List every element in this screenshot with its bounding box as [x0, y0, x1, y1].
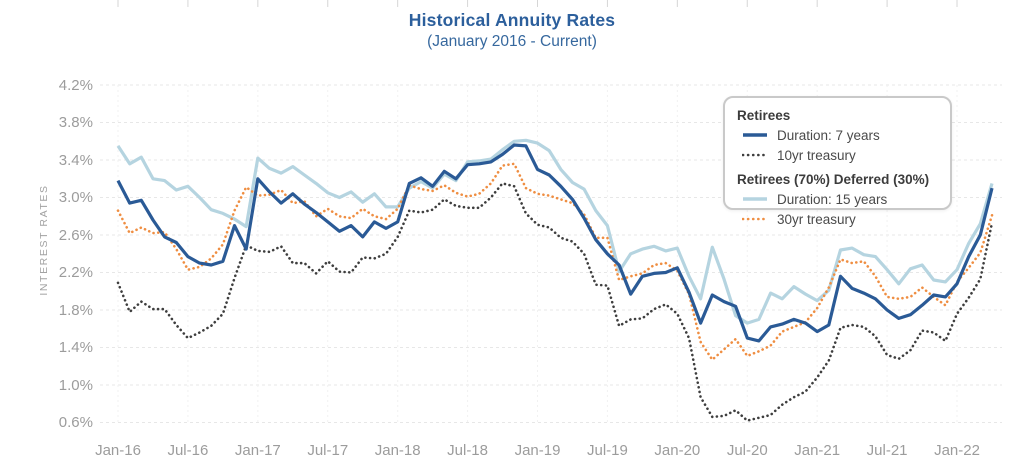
x-tick-label: Jan-18 [374, 442, 421, 459]
x-tick-label: Jul-19 [586, 442, 628, 459]
series-line-10yr-treasury [116, 182, 994, 422]
legend-item-label: 30yr treasury [777, 211, 856, 227]
x-tick-label: Jan-20 [654, 442, 701, 459]
legend-group-heading: Retirees [737, 108, 791, 123]
x-tick-label: Jul-18 [447, 442, 488, 459]
x-tick-label: Jan-22 [934, 442, 980, 459]
legend-item: Duration: 15 years [737, 189, 938, 209]
x-tick-label: Jul-16 [167, 442, 209, 459]
legend-swatch-dotted-line [742, 217, 768, 221]
y-tick-label: 2.2% [58, 264, 93, 281]
page-title: Historical Annuity Rates [408, 10, 616, 30]
y-tick-label: 2.6% [58, 226, 93, 244]
y-tick-label: 1.8% [58, 301, 93, 319]
x-tick-label: Jan-21 [794, 442, 841, 459]
legend-item: Duration: 7 years [737, 125, 938, 145]
legend-swatch-solid-line [743, 197, 767, 201]
y-tick-label: 1.0% [58, 376, 93, 394]
legend-item-label: 10yr treasury [777, 147, 856, 163]
page-subtitle: (January 2016 - Current) [427, 33, 597, 50]
series-line-duration-7-years [116, 143, 994, 343]
series-line-30yr-treasury [116, 162, 994, 362]
y-tick-label: 1.4% [58, 339, 93, 356]
x-tick-label: Jan-16 [95, 442, 141, 459]
legend-item-label: Duration: 15 years [777, 191, 888, 207]
x-tick-label: Jan-17 [234, 442, 281, 459]
y-tick-label: 0.6% [58, 414, 93, 431]
x-tick-label: Jul-20 [726, 442, 768, 459]
x-tick-label: Jul-17 [307, 442, 349, 459]
x-tick-label: Jul-21 [866, 442, 908, 459]
y-tick-label: 3.0% [58, 189, 93, 206]
legend-item-label: Duration: 7 years [777, 127, 880, 143]
y-tick-label: 4.2% [58, 76, 93, 94]
legend-swatch-solid-line [743, 133, 767, 137]
legend-item: 30yr treasury [737, 209, 938, 229]
legend-group-heading: Retirees (70%) Deferred (30%) [737, 172, 930, 187]
y-tick-label: 3.8% [58, 114, 93, 131]
legend-swatch-dotted-line [742, 153, 768, 157]
x-tick-label: Jan-19 [514, 442, 561, 459]
legend-box: Retirees Duration: 7 years 10yr treasury Re… [723, 96, 952, 227]
legend-item: 10yr treasury [737, 145, 938, 165]
series-line-duration-15-years [116, 138, 994, 325]
y-tick-label: 3.4% [58, 151, 93, 169]
